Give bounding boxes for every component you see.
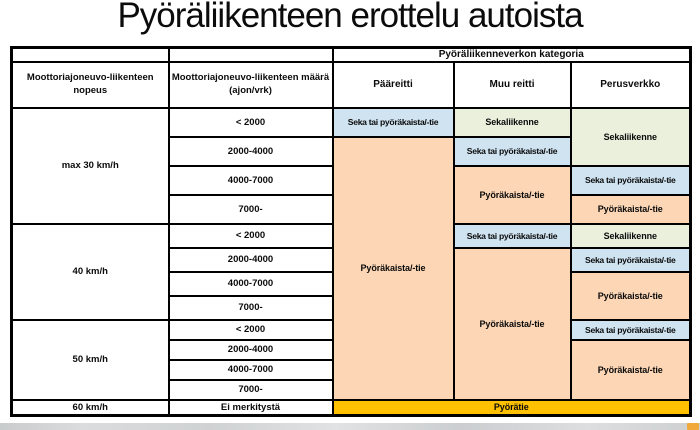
cell-basic-bike-lane: Pyöräkaista/-tie bbox=[569, 193, 692, 225]
cell-volume: 7000- bbox=[167, 193, 334, 225]
cell-basic-mixed: Sekaliikenne bbox=[569, 106, 692, 167]
slide-bottom-shadow bbox=[0, 423, 700, 430]
cell-no-significance: Ei merkitystä bbox=[167, 398, 334, 417]
column-header-volume: Moottoriajoneuvo-liikenteen määrä (ajon/… bbox=[167, 60, 334, 109]
cell-speed-40: 40 km/h bbox=[10, 222, 170, 321]
category-header: Pyöräliikenneverkon kategoria bbox=[331, 46, 692, 63]
cell-volume: < 2000 bbox=[167, 318, 334, 341]
cell-other-bike-lane: Pyöräkaista/-tie bbox=[452, 164, 572, 225]
empty-cell-speed bbox=[10, 46, 170, 63]
cell-volume: 4000-7000 bbox=[167, 164, 334, 196]
cell-volume: 4000-7000 bbox=[167, 358, 334, 381]
column-header-speed: Moottoriajoneuvo-liikenteen nopeus bbox=[10, 60, 170, 109]
cell-basic-mixed-or-lane: Seka tai pyöräkaista/-tie bbox=[569, 246, 692, 273]
table-row: 40 km/h < 2000 Seka tai pyöräkaista/-tie… bbox=[10, 222, 692, 321]
table-row: 7000- bbox=[12, 294, 691, 321]
cell-speed-60: 60 km/h bbox=[10, 398, 170, 417]
header-row-columns: Moottoriajoneuvo-liikenteen nopeus Moott… bbox=[10, 60, 692, 109]
column-header-basic-network: Perusverkko bbox=[569, 60, 692, 109]
cell-basic-mixed-or-lane: Seka tai pyöräkaista/-tie bbox=[569, 318, 692, 341]
table-row: 60 km/h Ei merkitystä Pyörätie bbox=[10, 398, 692, 417]
cell-basic-mixed: Sekaliikenne bbox=[569, 222, 692, 249]
cell-volume: 7000- bbox=[167, 294, 334, 321]
cell-basic-mixed-or-lane: Seka tai pyöräkaista/-tie bbox=[569, 164, 692, 196]
empty-cell-volume bbox=[167, 46, 334, 63]
table-row: 4000-7000 Pyöräkaista/-tie Seka tai pyör… bbox=[12, 164, 692, 225]
separation-matrix-table: Pyöräliikenneverkon kategoria Moottoriaj… bbox=[10, 46, 692, 417]
cell-other-mixed-or-lane: Seka tai pyöräkaista/-tie bbox=[452, 222, 572, 249]
cell-volume: < 2000 bbox=[167, 222, 334, 249]
cell-basic-bike-lane-merged: Pyöräkaista/-tie bbox=[569, 338, 692, 401]
cell-volume: 4000-7000 bbox=[167, 270, 334, 297]
column-header-other-route: Muu reitti bbox=[452, 60, 572, 109]
table-row: 7000- bbox=[12, 378, 691, 401]
cell-cycle-track: Pyörätie bbox=[331, 398, 692, 417]
cell-basic-bike-lane: Pyöräkaista/-tie bbox=[569, 270, 692, 321]
table-row: 2000-4000 Pyöräkaista/-tie Seka tai pyör… bbox=[12, 135, 691, 401]
cell-other-mixed-or-lane: Seka tai pyöräkaista/-tie bbox=[452, 135, 572, 167]
table-row: 2000-4000 Pyöräkaista/-tie bbox=[12, 338, 692, 401]
table-row: 7000- Pyöräkaista/-tie bbox=[12, 193, 692, 225]
table-row: 2000-4000 Pyöräkaista/-tie Seka tai pyör… bbox=[12, 246, 692, 401]
cell-speed-max30: max 30 km/h bbox=[10, 106, 170, 225]
corner-image-fragment bbox=[687, 423, 699, 430]
table-row: max 30 km/h < 2000 Seka tai pyöräkaista/… bbox=[10, 106, 692, 225]
cell-volume: < 2000 bbox=[167, 106, 334, 138]
cell-other-mixed: Sekaliikenne bbox=[452, 106, 572, 138]
header-row-category: Pyöräliikenneverkon kategoria bbox=[10, 46, 692, 63]
table-row: 4000-7000 bbox=[12, 358, 691, 381]
page-title: Pyöräliikenteen erottelu autoista bbox=[117, 0, 583, 35]
cell-speed-50: 50 km/h bbox=[10, 318, 170, 401]
cell-other-bike-lane-merged: Pyöräkaista/-tie bbox=[452, 246, 572, 401]
cell-volume: 2000-4000 bbox=[167, 246, 334, 273]
cell-main-mixed-or-lane: Seka tai pyöräkaista/-tie bbox=[331, 106, 455, 138]
cell-volume: 7000- bbox=[167, 378, 334, 401]
table-row: 4000-7000 Pyöräkaista/-tie bbox=[12, 270, 692, 321]
cell-volume: 2000-4000 bbox=[167, 338, 334, 361]
table-row: 50 km/h < 2000 Seka tai pyöräkaista/-tie bbox=[10, 318, 692, 401]
column-header-main-route: Pääreitti bbox=[331, 60, 455, 109]
cell-main-bike-lane-merged: Pyöräkaista/-tie bbox=[331, 135, 455, 401]
cell-volume: 2000-4000 bbox=[167, 135, 334, 167]
